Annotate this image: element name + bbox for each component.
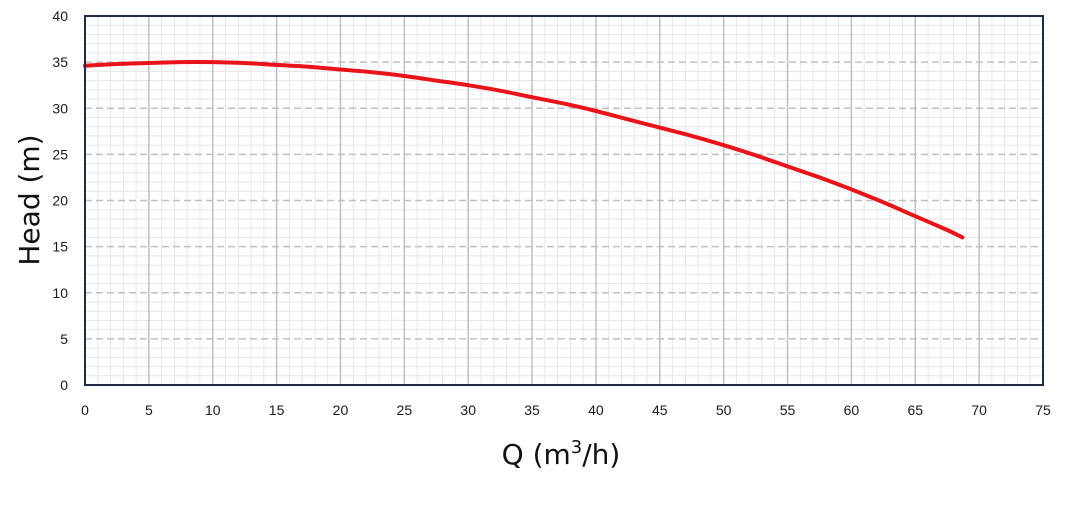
x-tick-label: 40 bbox=[588, 402, 604, 418]
y-tick-label: 0 bbox=[60, 377, 68, 393]
x-tick-label: 0 bbox=[81, 402, 89, 418]
y-tick-label: 15 bbox=[52, 239, 68, 255]
series-group bbox=[83, 60, 965, 240]
x-tick-label: 60 bbox=[844, 402, 860, 418]
x-tick-label: 35 bbox=[524, 402, 540, 418]
x-tick-label: 15 bbox=[269, 402, 285, 418]
y-tick-label: 25 bbox=[52, 146, 68, 162]
x-tick-label: 70 bbox=[971, 402, 987, 418]
y-tick-label: 5 bbox=[60, 331, 68, 347]
x-tick-label: 65 bbox=[907, 402, 923, 418]
x-tick-label: 25 bbox=[397, 402, 413, 418]
y-tick-label: 35 bbox=[52, 54, 68, 70]
plot-area-border bbox=[84, 15, 1044, 386]
x-tick-label: 55 bbox=[780, 402, 796, 418]
x-axis-title: Q (m3/h) bbox=[502, 437, 621, 471]
x-tick-label: 50 bbox=[716, 402, 732, 418]
y-tick-label: 30 bbox=[52, 100, 68, 116]
y-tick-label: 10 bbox=[52, 285, 68, 301]
pump-curve-line bbox=[83, 60, 965, 240]
y-tick-label: 20 bbox=[52, 193, 68, 209]
y-axis-title: Head (m) bbox=[13, 134, 46, 265]
x-tick-label: 5 bbox=[145, 402, 153, 418]
x-tick-label: 45 bbox=[652, 402, 668, 418]
x-axis-tick-labels: 0 5 10 15 20 25 30 35 40 45 50 55 60 65 70 75 bbox=[81, 402, 1051, 418]
y-tick-label: 40 bbox=[52, 8, 68, 24]
x-tick-label: 30 bbox=[460, 402, 476, 418]
x-tick-label: 20 bbox=[333, 402, 349, 418]
x-tick-label: 10 bbox=[205, 402, 221, 418]
x-tick-label: 75 bbox=[1035, 402, 1051, 418]
y-axis-tick-labels: 0 5 10 15 20 25 30 35 40 bbox=[52, 8, 68, 393]
